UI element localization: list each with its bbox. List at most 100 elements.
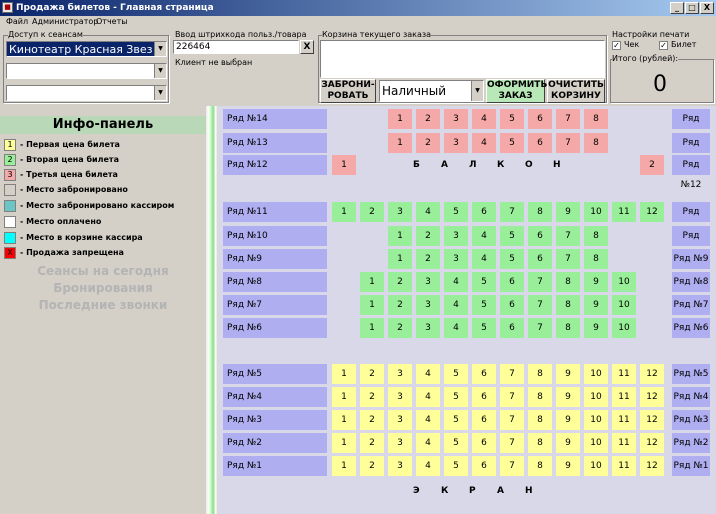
seat[interactable]: 1 [332,456,356,476]
seat[interactable]: 1 [360,272,384,292]
barcode-input[interactable]: 226464 [173,40,299,54]
seat[interactable]: 5 [444,387,468,407]
seat[interactable]: 2 [388,318,412,338]
clear-barcode-button[interactable]: X [300,40,314,54]
seat[interactable]: 4 [444,272,468,292]
seat[interactable]: 3 [444,249,468,269]
seat[interactable]: 7 [556,133,580,153]
seat[interactable]: 2 [360,456,384,476]
seat[interactable]: 9 [556,364,580,384]
chevron-down-icon[interactable]: ▼ [154,86,166,100]
seat[interactable]: 10 [584,456,608,476]
seat[interactable]: 8 [556,272,580,292]
seat[interactable]: 3 [416,295,440,315]
seat[interactable]: 12 [640,433,664,453]
seat[interactable]: 3 [444,133,468,153]
seat[interactable]: 10 [612,295,636,315]
seat[interactable]: 9 [556,202,580,222]
seat[interactable]: 5 [500,226,524,246]
link-recent-calls[interactable]: Последние звонки [38,298,168,312]
payment-select[interactable]: Наличный ▼ [379,80,484,102]
seat[interactable]: 1 [388,133,412,153]
seat[interactable]: 7 [556,249,580,269]
seat[interactable]: 5 [472,318,496,338]
menu-reports[interactable]: Отчеты [96,17,128,26]
seat[interactable]: 10 [584,387,608,407]
seat[interactable]: 5 [472,272,496,292]
seat[interactable]: 8 [584,133,608,153]
seat[interactable]: 2 [360,364,384,384]
seat[interactable]: 6 [472,433,496,453]
seat[interactable]: 7 [556,226,580,246]
menu-admin[interactable]: Администратор [32,17,99,26]
session-select[interactable]: Кинотеатр Красная Звезда ( ▼ [6,41,167,57]
seat[interactable]: 8 [556,295,580,315]
seat[interactable]: 1 [388,109,412,129]
seat[interactable]: 2 [416,226,440,246]
close-button[interactable]: X [700,2,714,14]
seat[interactable]: 9 [584,318,608,338]
seat[interactable]: 3 [388,202,412,222]
cart-list[interactable] [320,40,605,78]
seat[interactable]: 9 [584,272,608,292]
seat[interactable]: 5 [472,295,496,315]
seat[interactable]: 10 [584,433,608,453]
link-sessions-today[interactable]: Сеансы на сегодня [37,264,169,278]
seat[interactable]: 3 [444,109,468,129]
seat[interactable]: 9 [556,456,580,476]
seat[interactable]: 8 [584,109,608,129]
seat[interactable]: 1 [332,410,356,430]
seat[interactable]: 4 [416,202,440,222]
seat[interactable]: 6 [472,364,496,384]
seat[interactable]: 7 [528,318,552,338]
menu-file[interactable]: Файл [6,17,29,26]
link-bookings[interactable]: Бронирования [53,281,153,295]
seat[interactable]: 6 [472,410,496,430]
seat[interactable]: 12 [640,364,664,384]
seat[interactable]: 12 [640,456,664,476]
seat[interactable]: 6 [528,249,552,269]
seat[interactable]: 6 [528,133,552,153]
chevron-down-icon[interactable]: ▼ [154,42,166,56]
seat[interactable]: 5 [444,433,468,453]
seat[interactable]: 7 [500,410,524,430]
seat[interactable]: 5 [444,456,468,476]
seat[interactable]: 9 [556,433,580,453]
seat[interactable]: 1 [332,364,356,384]
seat[interactable]: 10 [612,318,636,338]
seat[interactable]: 4 [416,456,440,476]
seat[interactable]: 7 [500,364,524,384]
checkout-button[interactable]: ОФОРМИТЬ ЗАКАЗ [486,79,548,103]
seat[interactable]: 3 [388,410,412,430]
seat[interactable]: 2 [416,249,440,269]
minimize-button[interactable]: _ [670,2,684,14]
seat[interactable]: 1 [332,387,356,407]
seat[interactable]: 11 [612,410,636,430]
seat[interactable]: 4 [472,133,496,153]
seat[interactable]: 6 [528,109,552,129]
seat[interactable]: 3 [416,272,440,292]
seat[interactable]: 1 [360,295,384,315]
ticket-checkbox[interactable]: ✓ [659,41,668,50]
seat[interactable]: 8 [528,387,552,407]
seat[interactable]: 6 [500,295,524,315]
seat[interactable]: 3 [388,433,412,453]
seat[interactable]: 3 [388,364,412,384]
seat[interactable]: 10 [584,410,608,430]
chevron-down-icon[interactable]: ▼ [154,64,166,78]
seat[interactable]: 7 [500,456,524,476]
seat[interactable]: 11 [612,433,636,453]
seat[interactable]: 3 [388,387,412,407]
seat[interactable]: 12 [640,387,664,407]
seat[interactable]: 3 [416,318,440,338]
seat[interactable]: 2 [388,295,412,315]
seat[interactable]: 12 [640,202,664,222]
seat[interactable]: 7 [556,109,580,129]
maximize-button[interactable]: □ [685,2,699,14]
seat[interactable]: 11 [612,364,636,384]
seat[interactable]: 2 [416,109,440,129]
seat[interactable]: 7 [500,202,524,222]
seat[interactable]: 4 [444,318,468,338]
seat[interactable]: 2 [360,202,384,222]
seat[interactable]: 7 [500,433,524,453]
